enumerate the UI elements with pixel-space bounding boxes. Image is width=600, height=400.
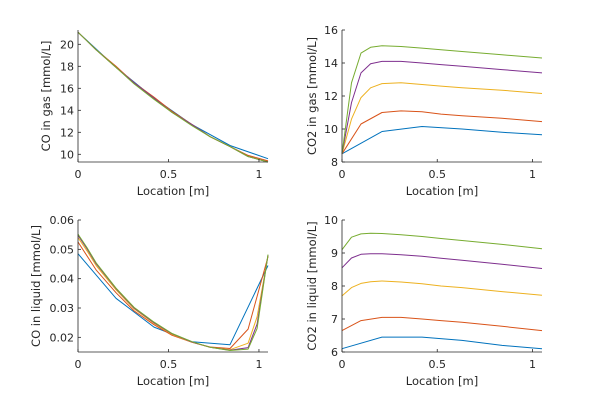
series-line-4 — [341, 253, 543, 269]
panel-co2-gas: 0 0.5 1 8 10 12 14 16 Location [m] CO2 in gas [… — [305, 24, 543, 198]
y-tick-label: 0.06 — [50, 214, 75, 227]
x-tick-label: 1 — [255, 358, 262, 371]
y-axis-label: CO2 in gas [mmol/L] — [305, 37, 319, 155]
y-axis-label: CO in gas [mmol/L] — [39, 41, 53, 152]
y-tick-label: 6 — [331, 346, 338, 359]
y-tick-label: 14 — [60, 104, 74, 117]
series-line-4 — [341, 60, 543, 154]
panel-co-gas: 0 0.5 1 10 12 14 16 18 20 Location [m] CO in gas… — [39, 30, 269, 198]
series-line-3 — [77, 237, 269, 351]
x-tick-label: 0 — [75, 168, 82, 181]
series-line-2 — [77, 241, 269, 349]
series-group — [341, 45, 543, 155]
y-tick-label: 16 — [324, 24, 338, 37]
y-tick-label: 10 — [60, 148, 74, 161]
x-axis-label: Location [m] — [137, 374, 209, 388]
series-line-5 — [341, 45, 543, 154]
y-axis-label: CO in liquid [mmol/L] — [29, 225, 43, 347]
x-tick-label: 0.5 — [160, 168, 178, 181]
y-tick-label: 18 — [60, 60, 74, 73]
x-tick-label: 0.5 — [428, 168, 446, 181]
series-line-4 — [77, 235, 269, 351]
y-tick-label: 12 — [60, 126, 74, 139]
x-tick-label: 1 — [529, 358, 536, 371]
x-axis-label: Location [m] — [137, 184, 209, 198]
y-tick-label: 8 — [331, 156, 338, 169]
x-tick-label: 1 — [529, 168, 536, 181]
series-line-1 — [77, 31, 269, 160]
x-tick-label: 0.5 — [428, 358, 446, 371]
series-line-5 — [77, 31, 269, 163]
x-tick-label: 1 — [255, 168, 262, 181]
y-tick-label: 10 — [324, 123, 338, 136]
y-tick-label: 7 — [331, 313, 338, 326]
series-line-5 — [77, 233, 269, 351]
series-line-4 — [77, 31, 269, 163]
x-tick-label: 0 — [75, 358, 82, 371]
y-tick-label: 10 — [324, 214, 338, 227]
x-tick-label: 0 — [339, 168, 346, 181]
series-line-1 — [341, 126, 543, 155]
y-tick-label: 0.02 — [50, 331, 75, 344]
series-group — [77, 233, 269, 351]
series-line-3 — [341, 82, 543, 154]
x-axis-label: Location [m] — [406, 374, 478, 388]
series-line-3 — [341, 280, 543, 297]
series-line-5 — [341, 232, 543, 251]
series-group — [341, 232, 543, 350]
y-tick-label: 12 — [324, 90, 338, 103]
series-line-2 — [77, 31, 269, 162]
series-line-1 — [77, 253, 269, 346]
panel-co-liquid: 0 0.5 1 0.02 0.03 0.04 0.05 0.06 Location [m] C… — [29, 214, 269, 388]
y-tick-label: 9 — [331, 247, 338, 260]
y-tick-label: 8 — [331, 280, 338, 293]
x-tick-label: 0 — [339, 358, 346, 371]
series-line-2 — [341, 316, 543, 332]
y-tick-label: 0.04 — [50, 273, 75, 286]
series-line-1 — [341, 336, 543, 350]
series-line-3 — [77, 31, 269, 163]
y-tick-label: 16 — [60, 82, 74, 95]
y-axis-label: CO2 in liquid [mmol/L] — [305, 221, 319, 350]
series-group — [77, 31, 269, 163]
y-tick-label: 20 — [60, 38, 74, 51]
y-tick-label: 0.03 — [50, 302, 75, 315]
x-axis-label: Location [m] — [406, 184, 478, 198]
y-tick-label: 14 — [324, 57, 338, 70]
panel-co2-liquid: 0 0.5 1 6 7 8 9 10 Location [m] CO2 in liquid [… — [305, 214, 543, 388]
series-line-2 — [341, 110, 543, 155]
x-tick-label: 0.5 — [160, 358, 178, 371]
y-tick-label: 0.05 — [50, 243, 75, 256]
